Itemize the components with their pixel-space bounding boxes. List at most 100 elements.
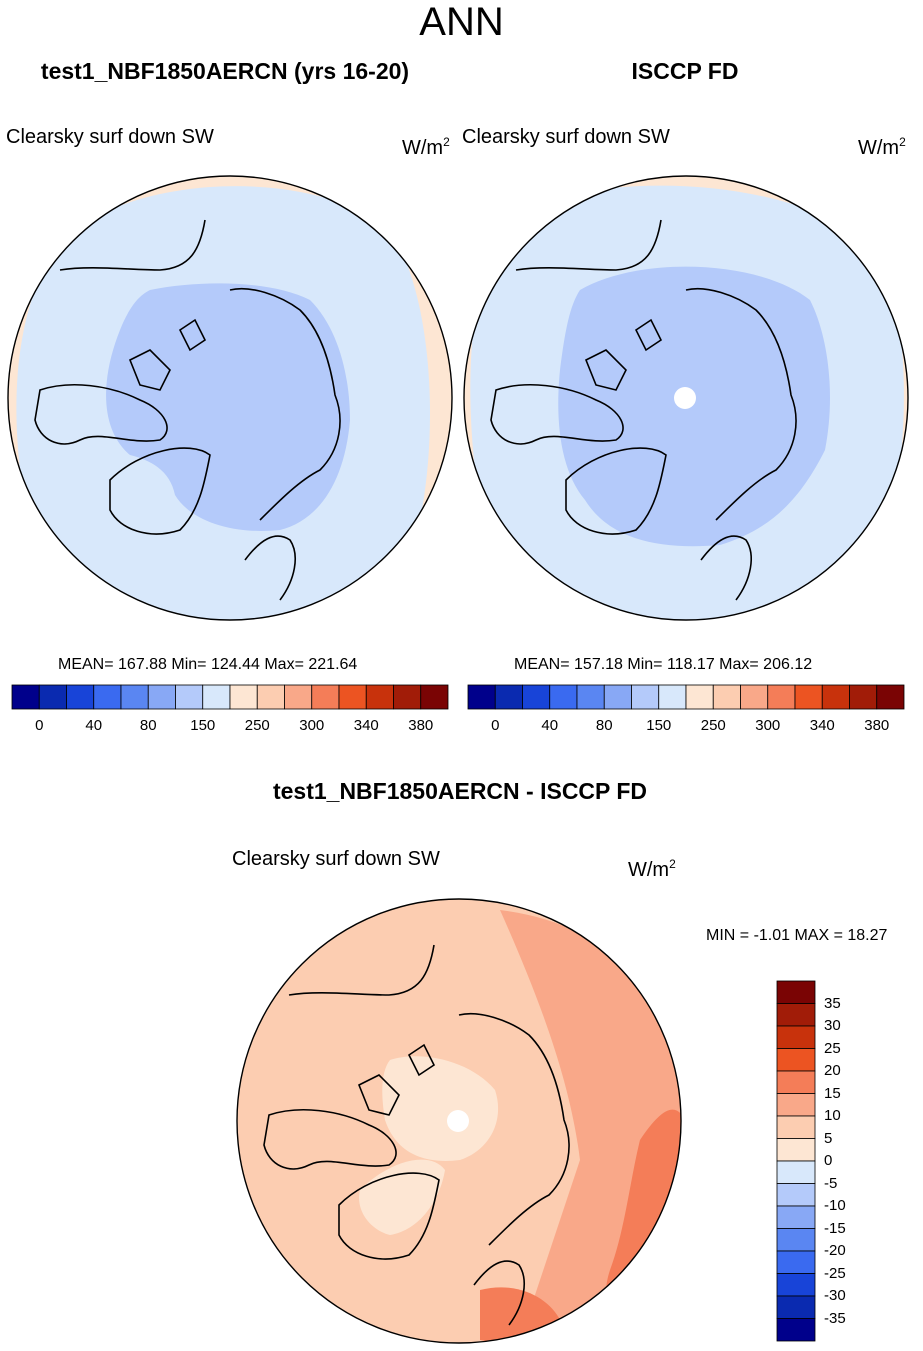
diff-colorbar-tick-label: 35 [824,994,841,1012]
model-variable-label: Clearsky surf down SW [6,126,214,148]
model-colorbar-swatch [202,684,231,710]
obs-band-80-150 [558,266,830,547]
diff-coast-greenland [338,1172,440,1260]
obs-colorbar-tick-label: 150 [646,717,672,734]
diff-colorbar-swatch [776,980,816,1004]
diff-pole-hole [447,1110,469,1132]
model-colorbar-swatch [256,684,285,710]
diff-colorbar-tick-label: 0 [824,1152,833,1169]
obs-colorbar-tick-label: 340 [809,717,835,734]
obs-coast-canada [490,384,624,445]
obs-colorbar [467,684,905,710]
obs-colorbar-swatch [658,684,687,710]
obs-colorbar-swatch [603,684,632,710]
diff-variable-label: Clearsky surf down SW [232,848,440,870]
obs-colorbar-tick-label: 80 [595,717,613,734]
obs-colorbar-swatch [712,684,741,710]
diff-colorbar-swatch [776,1183,816,1207]
model-coast-islands [128,318,207,391]
obs-variable-label: Clearsky surf down SW [462,126,670,148]
obs-coast-alaska [515,219,662,271]
model-colorbar-swatch [175,684,204,710]
diff-units-label: W/m2 [628,857,676,881]
diff-colorbar-tick-label: -15 [824,1219,846,1237]
obs-colorbar-swatch [494,684,523,710]
obs-coast-scandinavia [700,535,752,601]
obs-colorbar-swatch [740,684,769,710]
obs-units-label: W/m2 [858,135,906,159]
obs-colorbar-tick-label: 0 [491,717,500,734]
diff-colorbar-swatch [776,1295,816,1319]
diff-coast-islands [357,1043,436,1116]
diff-colorbar-swatch [776,1003,816,1027]
diff-colorbar-tick-label: -25 [824,1264,846,1282]
model-coast-canada [34,384,168,445]
obs-map-boundary [463,175,909,621]
diff-colorbar-swatch [776,1228,816,1252]
diff-colorbar-tick-label: 25 [824,1039,841,1057]
model-colorbar-tick-label: 80 [139,717,157,734]
model-coast-alaska [59,219,206,271]
diff-colorbar-tick-label: -20 [824,1242,846,1259]
diff-colorbar-swatch [776,1205,816,1229]
model-panel-title: test1_NBF1850AERCN (yrs 16-20) [40,58,410,84]
model-band-80-150 [106,283,350,531]
diff-band-0-5-center [382,1056,499,1161]
diff-map-boundary [236,898,682,1344]
model-colorbar-tick-label: 250 [244,717,270,734]
diff-coast-eurasia [458,1012,570,1246]
model-colorbar-swatch [38,684,67,710]
diff-coast-scandinavia [473,1260,525,1326]
model-colorbar-swatch [284,684,313,710]
figure-title: ANN [419,0,504,44]
model-colorbar [11,684,449,710]
diff-colorbar-swatch [776,1160,816,1184]
diff-colorbar-tick-label: -10 [824,1197,846,1214]
diff-coast-canada [263,1109,397,1170]
diff-colorbar-tick-label: -35 [824,1309,846,1327]
model-coast-greenland [109,447,211,535]
diff-colorbar-swatch [776,1318,816,1342]
obs-coast-eurasia [685,287,797,521]
obs-colorbar-tick-label: 300 [755,717,781,734]
obs-stats: MEAN= 157.18 Min= 118.17 Max= 206.12 [514,656,813,673]
model-colorbar-tick-label: 40 [85,717,103,734]
diff-colorbar-tick-label: 5 [824,1129,833,1147]
diff-coast-alaska [288,944,435,996]
model-colorbar-tick-label: 150 [190,717,216,734]
model-colorbar-swatch [11,684,40,710]
diff-colorbar-tick-label: 20 [824,1062,841,1079]
obs-pole-hole [674,387,696,409]
obs-colorbar-tick-label: 250 [700,717,726,734]
diff-colorbar-tick-label: -30 [824,1287,846,1304]
model-colorbar-swatch [66,684,95,710]
obs-colorbar-swatch [467,684,496,710]
obs-colorbar-swatch [576,684,605,710]
model-map-boundary [7,175,453,621]
obs-colorbar-swatch [522,684,551,710]
obs-colorbar-swatch [849,684,878,710]
model-coast-scandinavia [244,535,296,601]
diff-colorbar-tick-label: 15 [824,1084,841,1102]
obs-panel-title: ISCCP FD [631,58,739,84]
diff-colorbar [776,980,816,1342]
obs-colorbar-tick-label: 40 [541,717,559,734]
diff-panel-title: test1_NBF1850AERCN - ISCCP FD [272,778,648,804]
model-colorbar-tick-label: 380 [408,717,434,734]
obs-colorbar-swatch [876,684,905,710]
diff-colorbar-swatch [776,1070,816,1094]
model-colorbar-swatch [147,684,176,710]
model-colorbar-swatch [365,684,394,710]
diff-band-15-20-east [606,1109,681,1313]
diff-colorbar-swatch [776,1115,816,1139]
diff-colorbar-swatch [776,1273,816,1297]
model-colorbar-swatch [393,684,422,710]
model-colorbar-swatch [93,684,122,710]
diff-colorbar-swatch [776,1025,816,1049]
model-units-label: W/m2 [402,135,450,159]
obs-colorbar-swatch [685,684,714,710]
diff-colorbar-tick-label: -5 [824,1174,838,1192]
